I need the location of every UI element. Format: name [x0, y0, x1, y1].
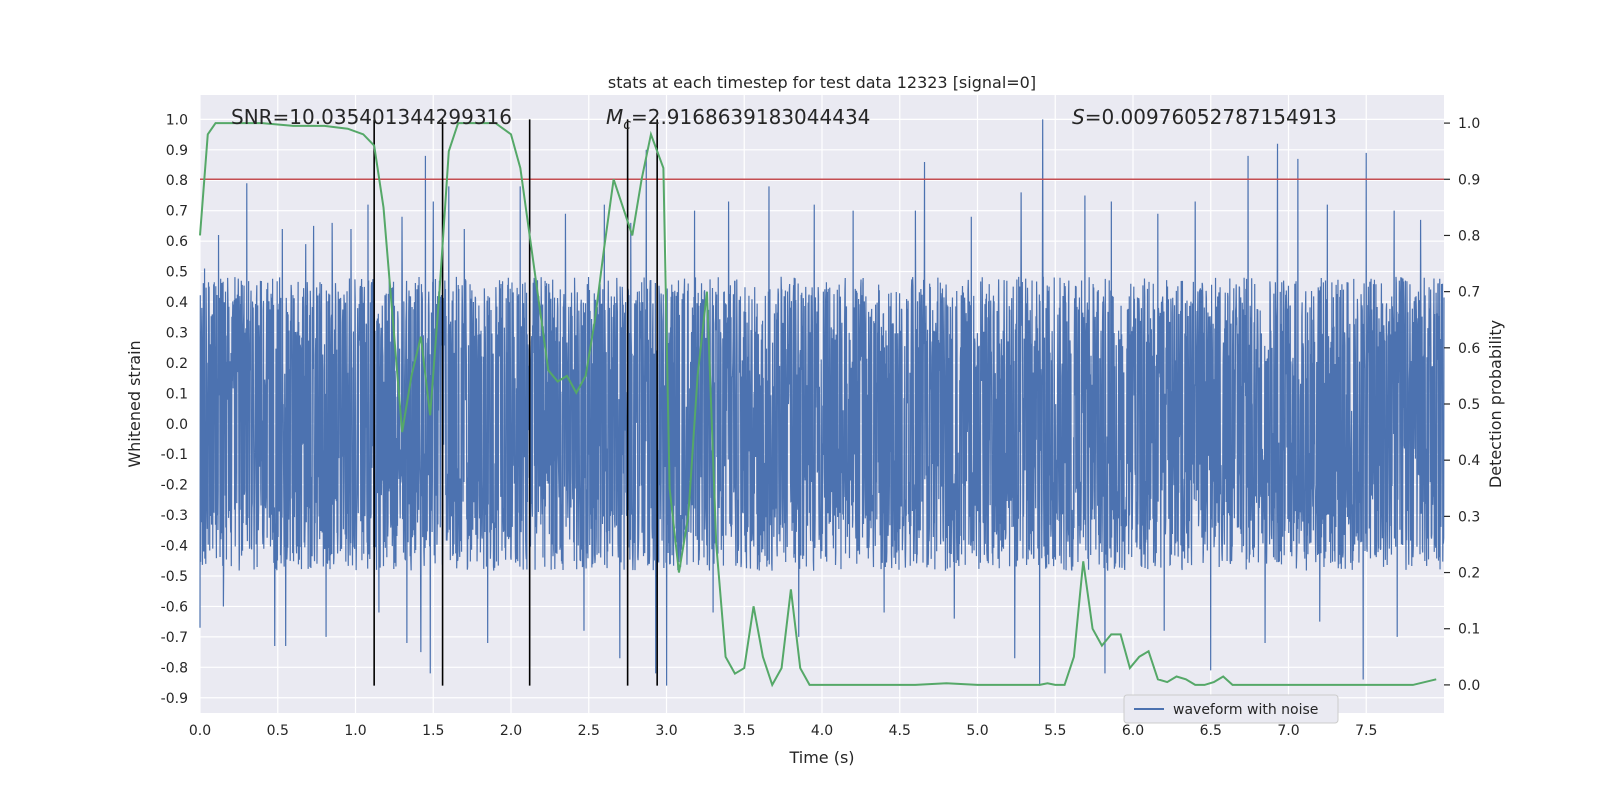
mc-annotation: Mc=2.9168639183044434	[606, 105, 870, 133]
x-tick-label-12: 6.0	[1122, 723, 1144, 739]
y-tick-label-7: 0.3	[166, 325, 188, 341]
y-right-tick-label-4: 0.6	[1458, 341, 1480, 357]
y-right-tick-label-9: 0.1	[1458, 622, 1480, 638]
s-symbol: S	[1072, 105, 1085, 129]
legend-box	[1123, 694, 1339, 724]
y-right-tick-label-2: 0.8	[1458, 228, 1480, 244]
y-tick-label-19: -0.9	[161, 691, 188, 707]
y-right-axis-label: Detection probability	[1486, 320, 1505, 488]
x-tick-label-3: 1.5	[422, 723, 444, 739]
x-tick-label-14: 7.0	[1277, 723, 1299, 739]
y-right-tick-label-5: 0.5	[1458, 397, 1480, 413]
x-tick-label-8: 4.0	[811, 723, 833, 739]
x-tick-label-2: 1.0	[344, 723, 366, 739]
y-tick-label-10: 0.0	[166, 417, 188, 433]
y-tick-label-4: 0.6	[166, 234, 188, 250]
y-right-tick-label-7: 0.3	[1458, 509, 1480, 525]
y-tick-label-17: -0.7	[161, 630, 188, 646]
x-tick-label-13: 6.5	[1200, 723, 1222, 739]
probability-series	[199, 122, 1437, 688]
y-tick-label-5: 0.5	[166, 265, 188, 281]
x-tick-label-4: 2.0	[500, 723, 522, 739]
waveform-series	[199, 119, 1445, 686]
y-right-tick-label-0: 1.0	[1458, 116, 1480, 132]
y-tick-label-16: -0.6	[161, 599, 188, 615]
y-right-tick-label-8: 0.2	[1458, 566, 1480, 582]
y-right-tick-label-3: 0.7	[1458, 285, 1480, 301]
waveform-line	[199, 119, 1445, 686]
y-tick-label-14: -0.4	[161, 539, 188, 555]
probability-line	[199, 122, 1437, 688]
y-axis-label: Whitened strain	[125, 340, 144, 467]
x-tick-label-11: 5.5	[1044, 723, 1066, 739]
x-axis-ticks: 0.0 0.5 1.0 1.5 2.0 2.5 3.0 3.5 4.0 4.5 5.0 5.5 6.0 6…	[189, 723, 1378, 739]
y-tick-label-13: -0.3	[161, 508, 188, 524]
chart-title: stats at each timestep for test data 123…	[608, 73, 1036, 92]
y-axis-ticks: 1.0 0.9 0.8 0.7 0.6 0.5 0.4 0.3 0.2 0.1 0.0 -0.1 -0.…	[161, 112, 188, 706]
mc-subscript: c	[623, 117, 631, 133]
legend: waveform with noise	[1123, 694, 1339, 724]
y-tick-label-18: -0.8	[161, 660, 188, 676]
x-tick-label-5: 2.5	[578, 723, 600, 739]
s-annotation: S=0.00976052787154913	[1072, 105, 1337, 129]
mc-value: =2.9168639183044434	[631, 105, 870, 129]
legend-label: waveform with noise	[1173, 702, 1318, 718]
y-tick-label-3: 0.7	[166, 204, 188, 220]
y-tick-label-15: -0.5	[161, 569, 188, 585]
x-tick-label-9: 4.5	[889, 723, 911, 739]
y-right-tick-label-10: 0.0	[1458, 678, 1480, 694]
x-tick-label-7: 3.5	[733, 723, 755, 739]
vertical-lines	[373, 119, 658, 686]
y-right-tick-label-1: 0.9	[1458, 172, 1480, 188]
y-tick-label-6: 0.4	[166, 295, 188, 311]
mc-symbol: M	[606, 105, 623, 129]
x-tick-label-6: 3.0	[655, 723, 677, 739]
x-tick-label-15: 7.5	[1355, 723, 1377, 739]
snr-annotation: SNR=10.035401344299316	[231, 105, 512, 129]
y-tick-label-0: 1.0	[166, 112, 188, 128]
y-right-tick-label-6: 0.4	[1458, 453, 1480, 469]
y-tick-label-8: 0.2	[166, 356, 188, 372]
x-tick-label-1: 0.5	[267, 723, 289, 739]
x-axis-label: Time (s)	[788, 748, 854, 767]
y-tick-label-9: 0.1	[166, 386, 188, 402]
y-tick-label-1: 0.9	[166, 143, 188, 159]
y-tick-label-11: -0.1	[161, 447, 188, 463]
y-tick-label-12: -0.2	[161, 478, 188, 494]
y-right-axis-ticks: 1.0 0.9 0.8 0.7 0.6 0.5 0.4 0.3 0.2 0.1 0.0	[1444, 116, 1480, 694]
y-tick-label-2: 0.8	[166, 173, 188, 189]
x-tick-label-10: 5.0	[966, 723, 988, 739]
s-value: =0.00976052787154913	[1085, 105, 1337, 129]
x-tick-label-0: 0.0	[189, 723, 211, 739]
